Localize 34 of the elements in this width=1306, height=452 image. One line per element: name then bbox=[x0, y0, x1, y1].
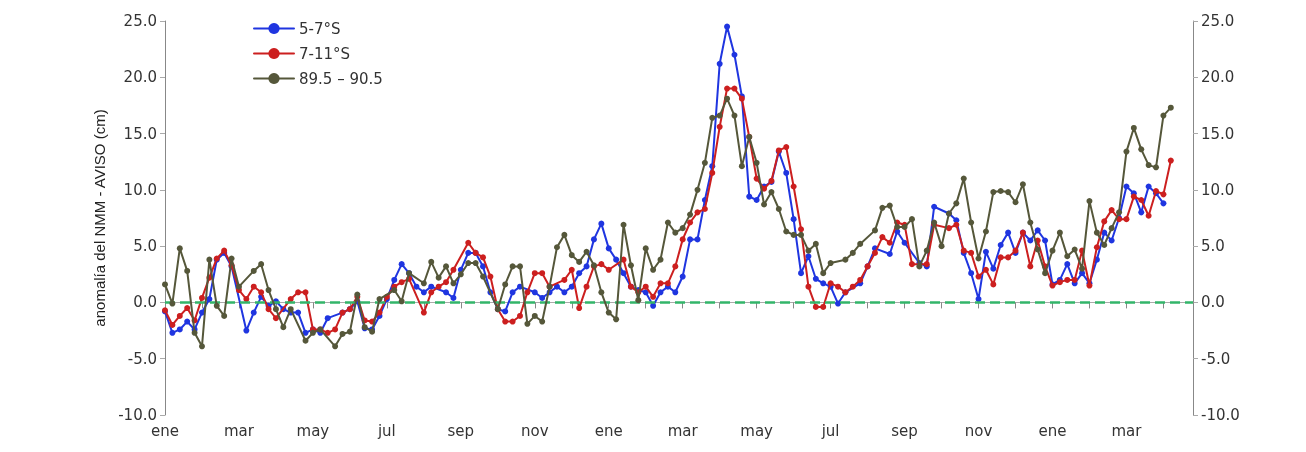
x-tick-label: may bbox=[740, 421, 774, 440]
x-tick-label: sep bbox=[891, 421, 918, 440]
y-tick-label: 25.0 bbox=[123, 12, 157, 30]
y-tick-label: 10.0 bbox=[123, 180, 157, 199]
x-tick-label: nov bbox=[521, 421, 549, 440]
y-tick-label: 0.0 bbox=[133, 293, 157, 312]
y2-tick-label: 10.0 bbox=[1201, 180, 1235, 199]
y2-tick-label: 25.0 bbox=[1201, 12, 1235, 30]
x-tick-label: may bbox=[296, 421, 330, 440]
legend-label: 7-11°S bbox=[299, 44, 351, 63]
y-tick-label: -10.0 bbox=[118, 406, 157, 424]
y2-tick-label: 20.0 bbox=[1201, 68, 1235, 87]
x-tick-label: mar bbox=[667, 421, 699, 440]
x-tick-label: nov bbox=[964, 421, 993, 440]
x-tick-label: ene bbox=[594, 421, 623, 440]
legend-label: 5-7°S bbox=[299, 19, 341, 38]
y-tick-label: 5.0 bbox=[133, 237, 157, 256]
y2-tick-label: -5.0 bbox=[1201, 349, 1231, 368]
y-tick-label: 15.0 bbox=[123, 124, 157, 143]
x-tick-label: sep bbox=[447, 421, 475, 440]
y-tick-label: -5.0 bbox=[127, 349, 157, 368]
y2-tick-label: 0.0 bbox=[1201, 293, 1225, 312]
x-tick-label: jul bbox=[820, 421, 840, 440]
y2-tick-label: -10.0 bbox=[1201, 406, 1240, 424]
x-tick-label: jul bbox=[376, 421, 396, 440]
legend-label: 89.5 – 90.5 bbox=[299, 69, 383, 88]
x-tick-label: ene bbox=[151, 421, 179, 440]
y-axis-title: anomalía del NMM - AVISO (cm) bbox=[91, 109, 109, 327]
x-tick-label: mar bbox=[223, 421, 255, 440]
y-tick-label: 20.0 bbox=[123, 68, 157, 87]
x-tick-label: ene bbox=[1038, 421, 1067, 440]
y2-tick-label: 5.0 bbox=[1201, 237, 1225, 256]
y2-tick-label: 15.0 bbox=[1201, 124, 1235, 143]
x-tick-label: mar bbox=[1111, 421, 1143, 440]
